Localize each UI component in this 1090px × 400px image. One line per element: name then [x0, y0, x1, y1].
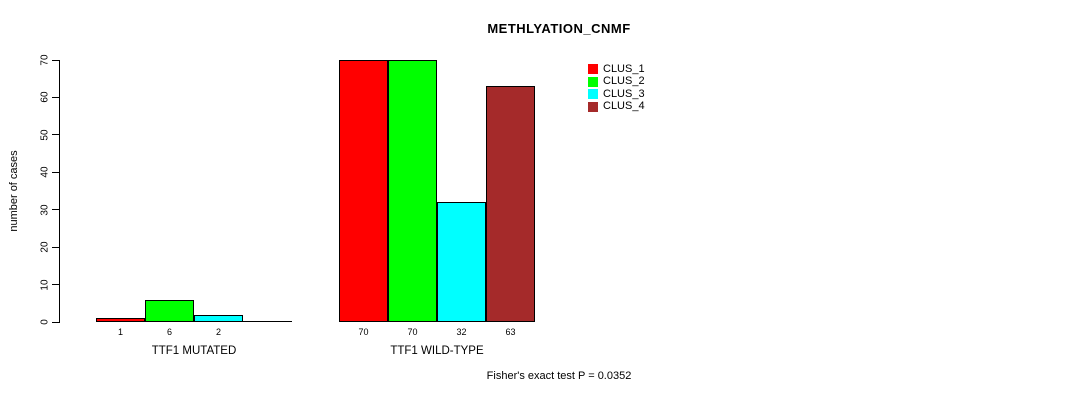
y-axis	[59, 60, 60, 323]
bar-clus_2	[388, 60, 437, 322]
legend-label: CLUS_4	[603, 100, 645, 113]
y-tick	[52, 246, 59, 248]
legend-item: CLUS_4	[588, 101, 645, 114]
bar-value-label: 2	[215, 327, 222, 337]
bar-clus_2	[145, 300, 194, 322]
legend-swatch	[588, 64, 598, 75]
group-label: TTF1 MUTATED	[151, 345, 237, 357]
bar-clus_1	[339, 60, 388, 322]
group-label: TTF1 WILD-TYPE	[390, 345, 484, 357]
y-tick-label: 70	[39, 54, 51, 66]
legend-swatch	[588, 101, 598, 112]
chart-title: METHLYATION_CNMF	[487, 21, 631, 36]
y-tick	[52, 209, 59, 211]
legend-swatch	[588, 76, 598, 87]
legend-swatch	[588, 89, 598, 100]
y-tick-label: 60	[39, 91, 51, 103]
y-tick-label: 20	[39, 241, 51, 253]
legend-label: CLUS_2	[603, 75, 645, 88]
bar-value-label: 70	[407, 327, 418, 337]
bar-value-label: 6	[166, 327, 173, 337]
bar-clus_1	[96, 318, 145, 322]
bar-clus_3	[437, 202, 486, 322]
bar-clus_4	[486, 86, 535, 322]
y-tick-label: 10	[39, 279, 51, 291]
y-tick	[52, 96, 59, 98]
bar-value-label: 1	[117, 327, 124, 337]
statistical-test-annotation: Fisher's exact test P = 0.0352	[486, 370, 632, 382]
y-tick	[52, 284, 59, 286]
bar-value-label: 32	[456, 327, 467, 337]
legend-label: CLUS_1	[603, 62, 645, 75]
bar-clus_3	[194, 315, 243, 322]
legend-item: CLUS_2	[588, 76, 645, 89]
legend: CLUS_1 CLUS_2 CLUS_3 CLUS_4	[588, 63, 645, 113]
legend-item: CLUS_1	[588, 63, 645, 76]
legend-item: CLUS_3	[588, 88, 645, 101]
bar-value-label: 70	[358, 327, 369, 337]
y-tick	[52, 134, 59, 136]
y-tick-label: 40	[39, 166, 51, 178]
bar-value-label: 63	[505, 327, 516, 337]
legend-label: CLUS_3	[603, 87, 645, 100]
y-tick	[52, 59, 59, 61]
y-tick-label: 50	[39, 129, 51, 141]
y-tick	[52, 321, 59, 323]
y-axis-label: number of cases	[8, 150, 20, 232]
y-tick-label: 0	[39, 319, 51, 325]
bar-clus_4-zero	[243, 321, 292, 322]
y-tick-label: 30	[39, 204, 51, 216]
y-tick	[52, 171, 59, 173]
